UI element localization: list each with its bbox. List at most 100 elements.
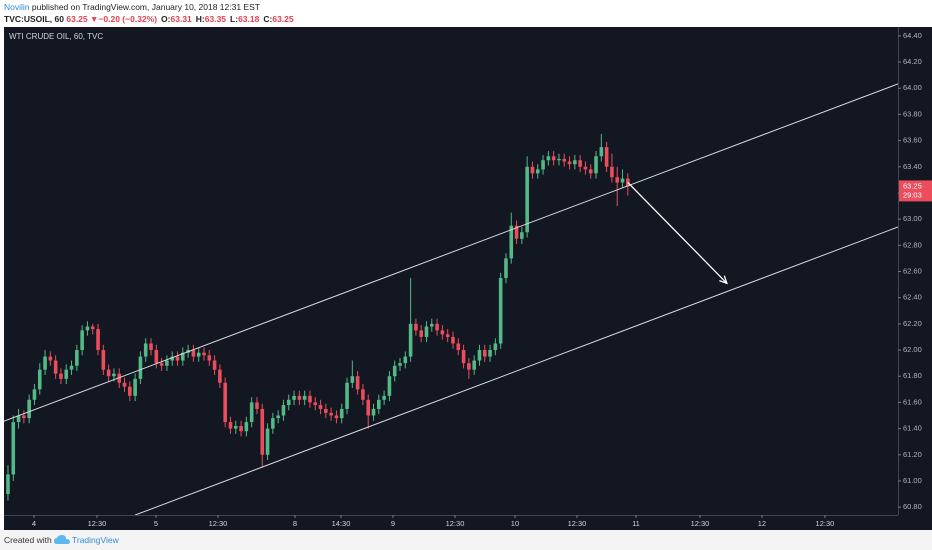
candle-body <box>191 350 196 357</box>
symbol-line: TVC:USOIL, 60 63.25 ▼−0.20 (−0.32%) O:63.… <box>4 14 294 24</box>
y-tick-label: 64.40 <box>903 31 922 40</box>
brand-logo <box>54 535 70 544</box>
candle-body <box>48 356 53 361</box>
ohlc-label: L: <box>230 14 239 24</box>
candle-body <box>22 415 26 419</box>
candle-body <box>530 166 535 174</box>
header: Novilin published on TradingView.com, Ja… <box>0 0 932 27</box>
candle-body <box>265 428 270 455</box>
candle-body <box>207 355 212 361</box>
candle-body <box>461 350 466 364</box>
candle-body <box>366 399 371 416</box>
candle-body <box>233 425 238 429</box>
candle-body <box>85 326 90 331</box>
candle-body <box>308 395 312 403</box>
candle-body <box>170 356 175 361</box>
candle-body <box>626 178 630 187</box>
x-tick-label: 12:30 <box>209 519 228 528</box>
ohlc-label: O: <box>161 14 171 24</box>
candle-body <box>281 405 286 416</box>
candle-body <box>69 365 74 370</box>
candle-body <box>498 278 503 344</box>
ohlc-header: O:63.31 H:63.35 L:63.18 C:63.25 <box>157 14 294 24</box>
candle-body <box>196 352 201 357</box>
x-tick-label: 10 <box>511 519 519 528</box>
candle-body <box>403 356 408 364</box>
candle-body <box>11 422 16 475</box>
created-with: Created with <box>4 535 52 545</box>
y-tick-label: 61.20 <box>903 450 922 459</box>
arrow-head <box>719 275 728 285</box>
candle-body <box>149 343 153 351</box>
candle-body <box>377 399 381 409</box>
ohlc-label: C: <box>263 14 273 24</box>
candle-body <box>286 399 291 406</box>
candle-body <box>202 352 206 356</box>
ohlc-label: H: <box>195 14 205 24</box>
candle-body <box>419 330 423 337</box>
candle-body <box>218 369 222 383</box>
candle-body <box>334 415 339 419</box>
candle-body <box>525 166 529 233</box>
candle-body <box>271 418 275 429</box>
y-tick-label: 61.00 <box>903 476 922 485</box>
candle-body <box>302 395 307 400</box>
candle-body <box>53 360 58 374</box>
x-tick-label: 5 <box>154 519 158 528</box>
candle-body <box>546 156 551 161</box>
x-tick-label: 12 <box>758 519 766 528</box>
change: −0.20 (−0.32%) <box>98 14 158 24</box>
candle-body <box>488 350 492 357</box>
candle-body <box>37 369 42 390</box>
candle-body <box>165 360 169 366</box>
candle-body <box>255 402 259 409</box>
candle-body <box>143 343 148 357</box>
trend-line <box>4 83 898 422</box>
candle-body <box>392 365 397 377</box>
candle-body <box>551 156 556 161</box>
candle-body <box>482 350 487 357</box>
candle-body <box>313 402 318 406</box>
candle-body <box>472 360 476 370</box>
candle-body <box>297 395 302 400</box>
y-tick-label: 61.80 <box>903 371 922 380</box>
candle-body <box>260 408 265 455</box>
x-tick-label: 12:30 <box>568 519 587 528</box>
candle-body <box>514 225 519 239</box>
candle-body <box>567 161 572 165</box>
x-tick-label: 12:30 <box>446 519 465 528</box>
candle-body <box>80 330 84 351</box>
y-tick-label: 64.00 <box>903 83 922 92</box>
x-tick-label: 9 <box>391 519 395 528</box>
candle-body <box>387 376 392 396</box>
x-tick-label: 8 <box>293 519 297 528</box>
candle-body <box>27 399 31 419</box>
price: 63.25 <box>66 14 88 24</box>
candle-body <box>128 386 132 396</box>
candle-body <box>504 258 508 279</box>
author[interactable]: Novilin <box>4 2 30 12</box>
candle-body <box>440 330 445 335</box>
candle-body <box>345 382 349 409</box>
brand[interactable]: TradingView <box>72 535 119 545</box>
x-tick-label: 12:30 <box>816 519 835 528</box>
publish-line: Novilin published on TradingView.com, Ja… <box>4 2 260 12</box>
candle-body <box>599 147 604 157</box>
candle-body <box>493 343 498 351</box>
candle-body <box>382 395 386 400</box>
candle-body <box>408 323 413 357</box>
candle-body <box>467 363 471 370</box>
candle-body <box>75 350 79 366</box>
candle-body <box>90 326 95 330</box>
candle-body <box>59 373 63 379</box>
candle-body <box>96 329 100 351</box>
candle-body <box>562 158 567 162</box>
candle-body <box>615 177 620 183</box>
candle-body <box>509 225 514 259</box>
candle-body <box>435 323 439 331</box>
candle-body <box>477 350 482 361</box>
candle-body <box>324 408 328 413</box>
footer: Created with TradingView <box>0 530 932 550</box>
candle-body <box>594 156 598 174</box>
